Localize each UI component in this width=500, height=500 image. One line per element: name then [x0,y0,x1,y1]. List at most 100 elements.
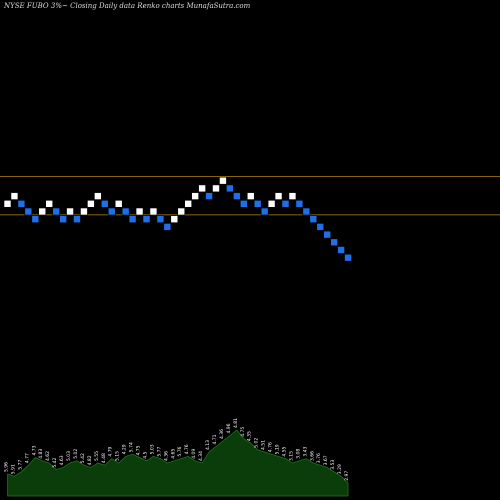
renko-brick-down [52,207,60,216]
volume-label: 5.42 [52,457,58,467]
renko-brick-down [31,215,40,223]
renko-brick-down [309,215,318,223]
renko-brick-down [281,200,290,208]
renko-brick-up [3,200,12,208]
renko-brick-down [233,192,241,200]
volume-area-path [7,429,349,497]
renko-brick-down [344,253,352,262]
volume-label: 4.51 [261,440,267,450]
renko-brick-up [170,215,179,223]
renko-brick-down [323,230,332,239]
renko-brick-down [337,246,345,254]
renko-bricks [3,176,352,262]
volume-label: 4.75 [240,427,246,437]
renko-brick-down [59,215,67,223]
volume-label: 3.43 [302,446,308,456]
volume-label: 5.02 [254,438,260,448]
volume-label: 5.42 [80,453,86,463]
volume-label: 2.97 [344,471,350,481]
volume-label: 3.15 [288,451,294,461]
renko-brick-down [226,184,234,193]
site-label: charts MunafaSutra.com [161,2,251,10]
renko-brick-down [260,207,269,216]
volume-label: 3.53 [330,460,336,470]
renko-brick-up [212,184,220,193]
volume-label: 5.96 [4,462,10,472]
volume-label: 5.55 [94,451,100,461]
volume-label: 4.55 [282,446,288,456]
volume-label: 4.65 [170,449,176,459]
volume-label: 3.67 [323,455,329,465]
renko-brick-up [184,200,192,208]
renko-brick-up [87,200,95,208]
change-label: 3% [50,2,62,10]
volume-label: 4.76 [268,442,274,452]
renko-brick-down [128,215,137,223]
volume-label: 4.29 [122,444,128,454]
renko-brick-down [142,215,151,223]
renko-brick-up [38,207,47,216]
volume-label: 3.29 [337,464,343,474]
volume-label: 4.5 [143,452,149,459]
volume-label: 4.63 [59,455,65,465]
volume-label: 5.03 [66,451,72,461]
renko-brick-down [107,207,116,216]
volume-label: 4.75 [136,445,142,455]
renko-brick-down [316,223,325,231]
renko-brick-down [156,215,165,223]
renko-brick-up [219,176,227,185]
volume-label: 5.76 [177,446,183,456]
renko-brick-up [45,200,54,208]
renko-brick-up [246,192,255,200]
volume-label: 5.77 [156,446,162,456]
volume-label: 4.09 [191,449,197,459]
renko-brick-down [24,207,33,216]
renko-brick-down [205,192,213,200]
volume-label: 4.13 [205,440,211,450]
renko-brick-down [101,200,109,208]
volume-label: 5.19 [275,444,281,454]
volume-label: 4.71 [212,434,218,444]
renko-brick-down [73,215,81,223]
renko-brick-down [295,200,304,208]
volume-label: 4.36 [219,429,225,439]
renko-brick-down [240,200,248,208]
renko-brick-down [163,223,172,231]
volume-label: 4.36 [163,451,169,461]
volume-label: 5.15 [115,451,121,461]
arrow-glyph: ~ [62,2,68,10]
renko-brick-down [302,207,311,216]
renko-brick-up [114,200,123,208]
volume-label: 5.77 [17,460,23,470]
renko-brick-down [121,207,130,216]
volume-label: 5.02 [73,449,79,459]
symbol-label: NYSE FUBO [4,2,49,10]
renko-brick-up [267,200,276,208]
volume-label: 5.91 [10,464,16,474]
renko-brick-up [274,192,283,200]
volume-label: 3.76 [316,453,322,463]
renko-brick-up [94,192,102,200]
renko-brick-down [17,200,26,208]
volume-label: 4.81 [233,418,239,428]
volume-label: 4.82 [87,455,93,465]
renko-brick-down [253,200,262,208]
volume-label: 4.73 [31,445,37,455]
renko-brick-up [198,184,206,193]
volume-label: 4.96 [226,423,232,433]
volume-label: 4.62 [45,451,51,461]
volume-label: 4.48 [101,453,107,463]
volume-label: 5.03 [149,444,155,454]
subtitle-label: Closing Daily data [70,2,136,10]
volume-label: 5.74 [129,442,135,452]
chart-kind-label: Renko [137,2,160,10]
renko-brick-up [149,207,158,216]
renko-brick-up [135,207,144,216]
volume-area [7,429,349,497]
renko-brick-up [10,192,19,200]
renko-brick-up [288,192,297,200]
volume-label: 4.77 [24,453,30,463]
volume-label: 4.34 [198,451,204,461]
renko-brick-up [177,207,186,216]
